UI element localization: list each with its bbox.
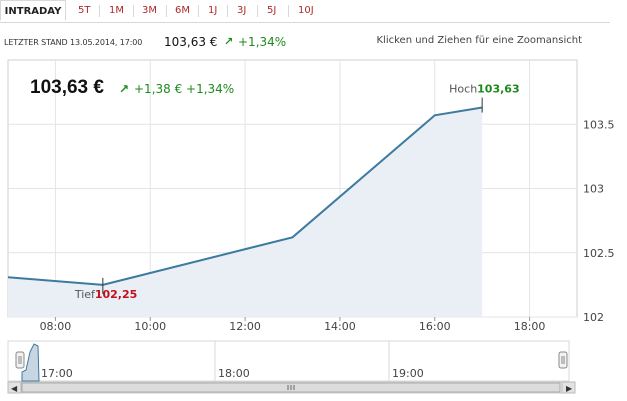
navigator-label-1700: 17:00 bbox=[41, 367, 73, 380]
high-marker: Hoch 103,63 bbox=[449, 83, 520, 113]
y-axis: 102 102.5 103 103.5 bbox=[583, 118, 615, 324]
x-tick-label: 12:00 bbox=[229, 320, 261, 333]
scrollbar[interactable]: ◀ ▶ bbox=[7, 381, 576, 394]
high-label: Hoch bbox=[449, 83, 477, 96]
scroll-left-button[interactable] bbox=[7, 381, 22, 394]
y-tick-label: 103 bbox=[583, 183, 604, 196]
header-price: 103,63 € bbox=[30, 77, 104, 98]
x-axis: 08:00 10:00 12:00 14:00 16:00 18:00 bbox=[40, 317, 546, 333]
tab-3m[interactable]: 3M bbox=[142, 5, 157, 16]
up-arrow-icon: ↗ bbox=[119, 82, 129, 96]
high-value: 103,63 bbox=[477, 83, 519, 96]
x-tick-label: 10:00 bbox=[134, 320, 166, 333]
scroll-right-icon: ▶ bbox=[566, 384, 573, 393]
status-price: 103,63 € bbox=[164, 35, 218, 49]
tab-3j[interactable]: 3J bbox=[237, 5, 247, 16]
tab-1m[interactable]: 1M bbox=[109, 5, 124, 16]
navigator[interactable]: 17:00 18:00 19:00 bbox=[7, 340, 570, 382]
x-tick-label: 18:00 bbox=[514, 320, 546, 333]
scroll-right-button[interactable] bbox=[561, 381, 576, 394]
price-area bbox=[8, 107, 483, 317]
low-value: 102,25 bbox=[95, 288, 137, 301]
tab-intraday[interactable]: INTRADAY bbox=[0, 0, 66, 21]
header-change: +1,38 € +1,34% bbox=[134, 82, 234, 96]
navigator-label-1900: 19:00 bbox=[392, 367, 424, 380]
x-tick-label: 14:00 bbox=[324, 320, 356, 333]
tab-10j[interactable]: 10J bbox=[298, 5, 314, 16]
y-tick-label: 102.5 bbox=[583, 247, 615, 260]
tab-6m[interactable]: 6M bbox=[175, 5, 190, 16]
x-tick-label: 08:00 bbox=[40, 320, 72, 333]
tab-5t[interactable]: 5T bbox=[78, 5, 91, 16]
up-arrow-icon: ↗ bbox=[224, 35, 234, 48]
zoom-hint: Klicken und Ziehen für eine Zoomansicht bbox=[376, 35, 583, 46]
x-tick-label: 16:00 bbox=[419, 320, 451, 333]
low-label: Tief bbox=[74, 288, 96, 301]
status-change: +1,34% bbox=[238, 35, 287, 49]
y-tick-label: 103.5 bbox=[583, 118, 615, 131]
y-tick-label: 102 bbox=[583, 311, 604, 324]
range-tabs: INTRADAY 5T 1M 3M 6M 1J 3J 5J 10J bbox=[0, 0, 610, 23]
navigator-frame bbox=[7, 340, 570, 382]
navigator-right-handle[interactable] bbox=[558, 351, 568, 369]
low-marker: Tief 102,25 bbox=[74, 277, 137, 301]
tab-1j[interactable]: 1J bbox=[208, 5, 218, 16]
navigator-label-1800: 18:00 bbox=[218, 367, 250, 380]
navigator-left-handle[interactable] bbox=[15, 351, 25, 369]
scroll-left-icon: ◀ bbox=[11, 384, 18, 393]
navigator-series bbox=[21, 343, 40, 382]
last-update-label: LETZTER STAND 13.05.2014, 17:00 bbox=[4, 38, 143, 47]
price-line bbox=[7, 106, 483, 286]
tab-5j[interactable]: 5J bbox=[267, 5, 277, 16]
